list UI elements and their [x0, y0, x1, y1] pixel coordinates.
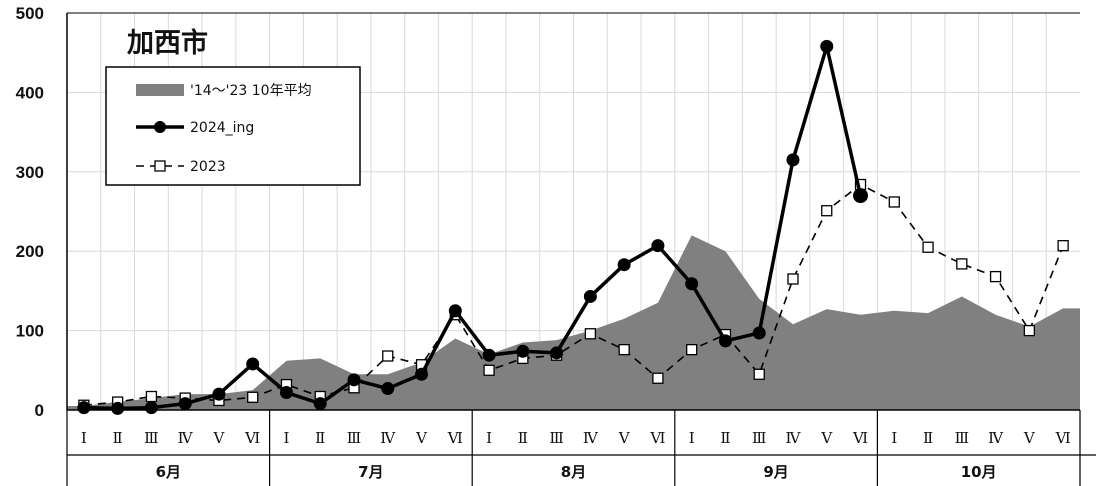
x-tick-label: Ⅲ: [955, 429, 969, 447]
x-tick-label: Ⅲ: [752, 429, 766, 447]
x-tick-label: Ⅳ: [785, 429, 801, 447]
y-axis-ticks: 0 100 200 300 400 500: [16, 4, 44, 420]
chart-title: 加西市: [127, 27, 208, 59]
series-2023-marker: [821, 205, 833, 217]
series-2024-marker: [448, 304, 462, 318]
series-2024-marker: [550, 346, 564, 360]
series-2024-marker: [313, 397, 327, 411]
x-tick-label: Ⅳ: [178, 429, 194, 447]
series-2024-marker: [583, 289, 597, 303]
series-2023-marker: [1023, 324, 1035, 337]
month-label: 6月: [156, 463, 181, 481]
x-tick-label: Ⅲ: [144, 429, 158, 447]
legend-swatch-2024-marker: [154, 121, 166, 133]
series-2023-marker: [956, 258, 968, 270]
series-2024-marker: [617, 258, 631, 272]
x-tick-label: Ⅱ: [923, 429, 933, 447]
x-tick-label: Ⅱ: [518, 429, 528, 447]
series-2024-marker: [516, 344, 530, 358]
series-2023-marker: [247, 391, 259, 403]
month-label: 9月: [763, 463, 788, 481]
series-2023-marker: [483, 364, 495, 376]
series-2023-marker: [753, 368, 765, 380]
series-2024-marker: [786, 153, 800, 167]
series-2024-marker: [820, 39, 834, 53]
legend-label-2023: 2023: [190, 159, 226, 175]
x-tick-label: Ⅵ: [1055, 429, 1071, 447]
series-2023-marker: [584, 328, 597, 340]
month-label: 10月: [961, 463, 997, 481]
series-2024-marker: [381, 382, 395, 396]
legend-label-2024: 2024_ing: [190, 120, 254, 136]
series-2023-marker: [686, 344, 698, 356]
x-tick-label: Ⅴ: [618, 429, 631, 447]
series-2023-marker: [145, 390, 158, 403]
x-tick-label: Ⅰ: [284, 429, 290, 447]
x-tick-label: Ⅱ: [113, 429, 123, 447]
series-2024-marker: [178, 397, 192, 411]
x-tick-label: Ⅰ: [689, 429, 695, 447]
series-2023-marker: [618, 344, 630, 356]
series-2024-marker: [111, 401, 125, 415]
average-area: [67, 235, 1080, 410]
series-2024-layer: [77, 39, 869, 415]
x-tick-label: Ⅴ: [415, 429, 428, 447]
series-2023-marker: [382, 350, 394, 362]
x-tick-label: Ⅰ: [486, 429, 492, 447]
x-tick-label: Ⅰ: [81, 429, 87, 447]
series-2023-marker: [989, 270, 1002, 283]
y-tick-label: 200: [16, 242, 44, 261]
series-2024-marker: [77, 401, 91, 415]
series-2024-marker: [482, 348, 496, 362]
x-tick-label: Ⅳ: [380, 429, 396, 447]
series-2024-marker: [415, 367, 429, 381]
series-2024-marker: [718, 334, 732, 348]
x-tick-label: Ⅵ: [852, 429, 868, 447]
y-tick-label: 300: [16, 163, 44, 182]
x-tick-label: Ⅵ: [244, 429, 260, 447]
legend-swatch-average: [136, 84, 184, 96]
x-tick-label: Ⅴ: [820, 429, 833, 447]
series-2024-marker: [144, 401, 158, 415]
x-tick-label: Ⅴ: [213, 429, 226, 447]
x-tick-label: Ⅲ: [347, 429, 361, 447]
x-tick-label: Ⅰ: [891, 429, 897, 447]
x-tick-label: Ⅱ: [720, 429, 730, 447]
series-2024-marker: [212, 387, 226, 401]
x-tick-label: Ⅲ: [549, 429, 563, 447]
series-2023-marker: [652, 372, 664, 384]
series-2023-marker: [922, 241, 934, 253]
x-tick-label: Ⅱ: [315, 429, 325, 447]
x-tick-label: Ⅳ: [988, 429, 1004, 447]
x-tick-label: Ⅵ: [649, 429, 665, 447]
y-tick-label: 100: [16, 322, 44, 341]
x-tick-label: Ⅵ: [447, 429, 463, 447]
x-tick-label: Ⅴ: [1023, 429, 1036, 447]
legend-label-average: '14～'23 10年平均: [190, 83, 312, 99]
series-2024-marker: [347, 373, 361, 387]
x-tick-label: Ⅳ: [583, 429, 599, 447]
legend: '14～'23 10年平均 2024_ing 2023: [105, 66, 361, 186]
series-2024-marker: [651, 239, 665, 253]
y-tick-label: 0: [35, 401, 44, 420]
series-2023-marker: [1057, 239, 1069, 252]
series-2024-marker: [279, 386, 293, 400]
month-label: 7月: [358, 463, 383, 481]
legend-swatch-2023-marker: [154, 160, 166, 172]
series-2024-marker: [685, 277, 699, 291]
average-area-layer: [67, 235, 1080, 410]
y-tick-label: 500: [16, 4, 44, 23]
series-2023-marker: [888, 196, 900, 208]
series-2024-marker: [853, 188, 869, 204]
y-tick-label: 400: [16, 83, 44, 102]
plot-frame: [66, 12, 1080, 411]
series-2023-marker: [787, 273, 799, 285]
series-2024-marker: [752, 326, 766, 340]
month-label: 8月: [561, 463, 586, 481]
series-2024-marker: [246, 357, 260, 371]
